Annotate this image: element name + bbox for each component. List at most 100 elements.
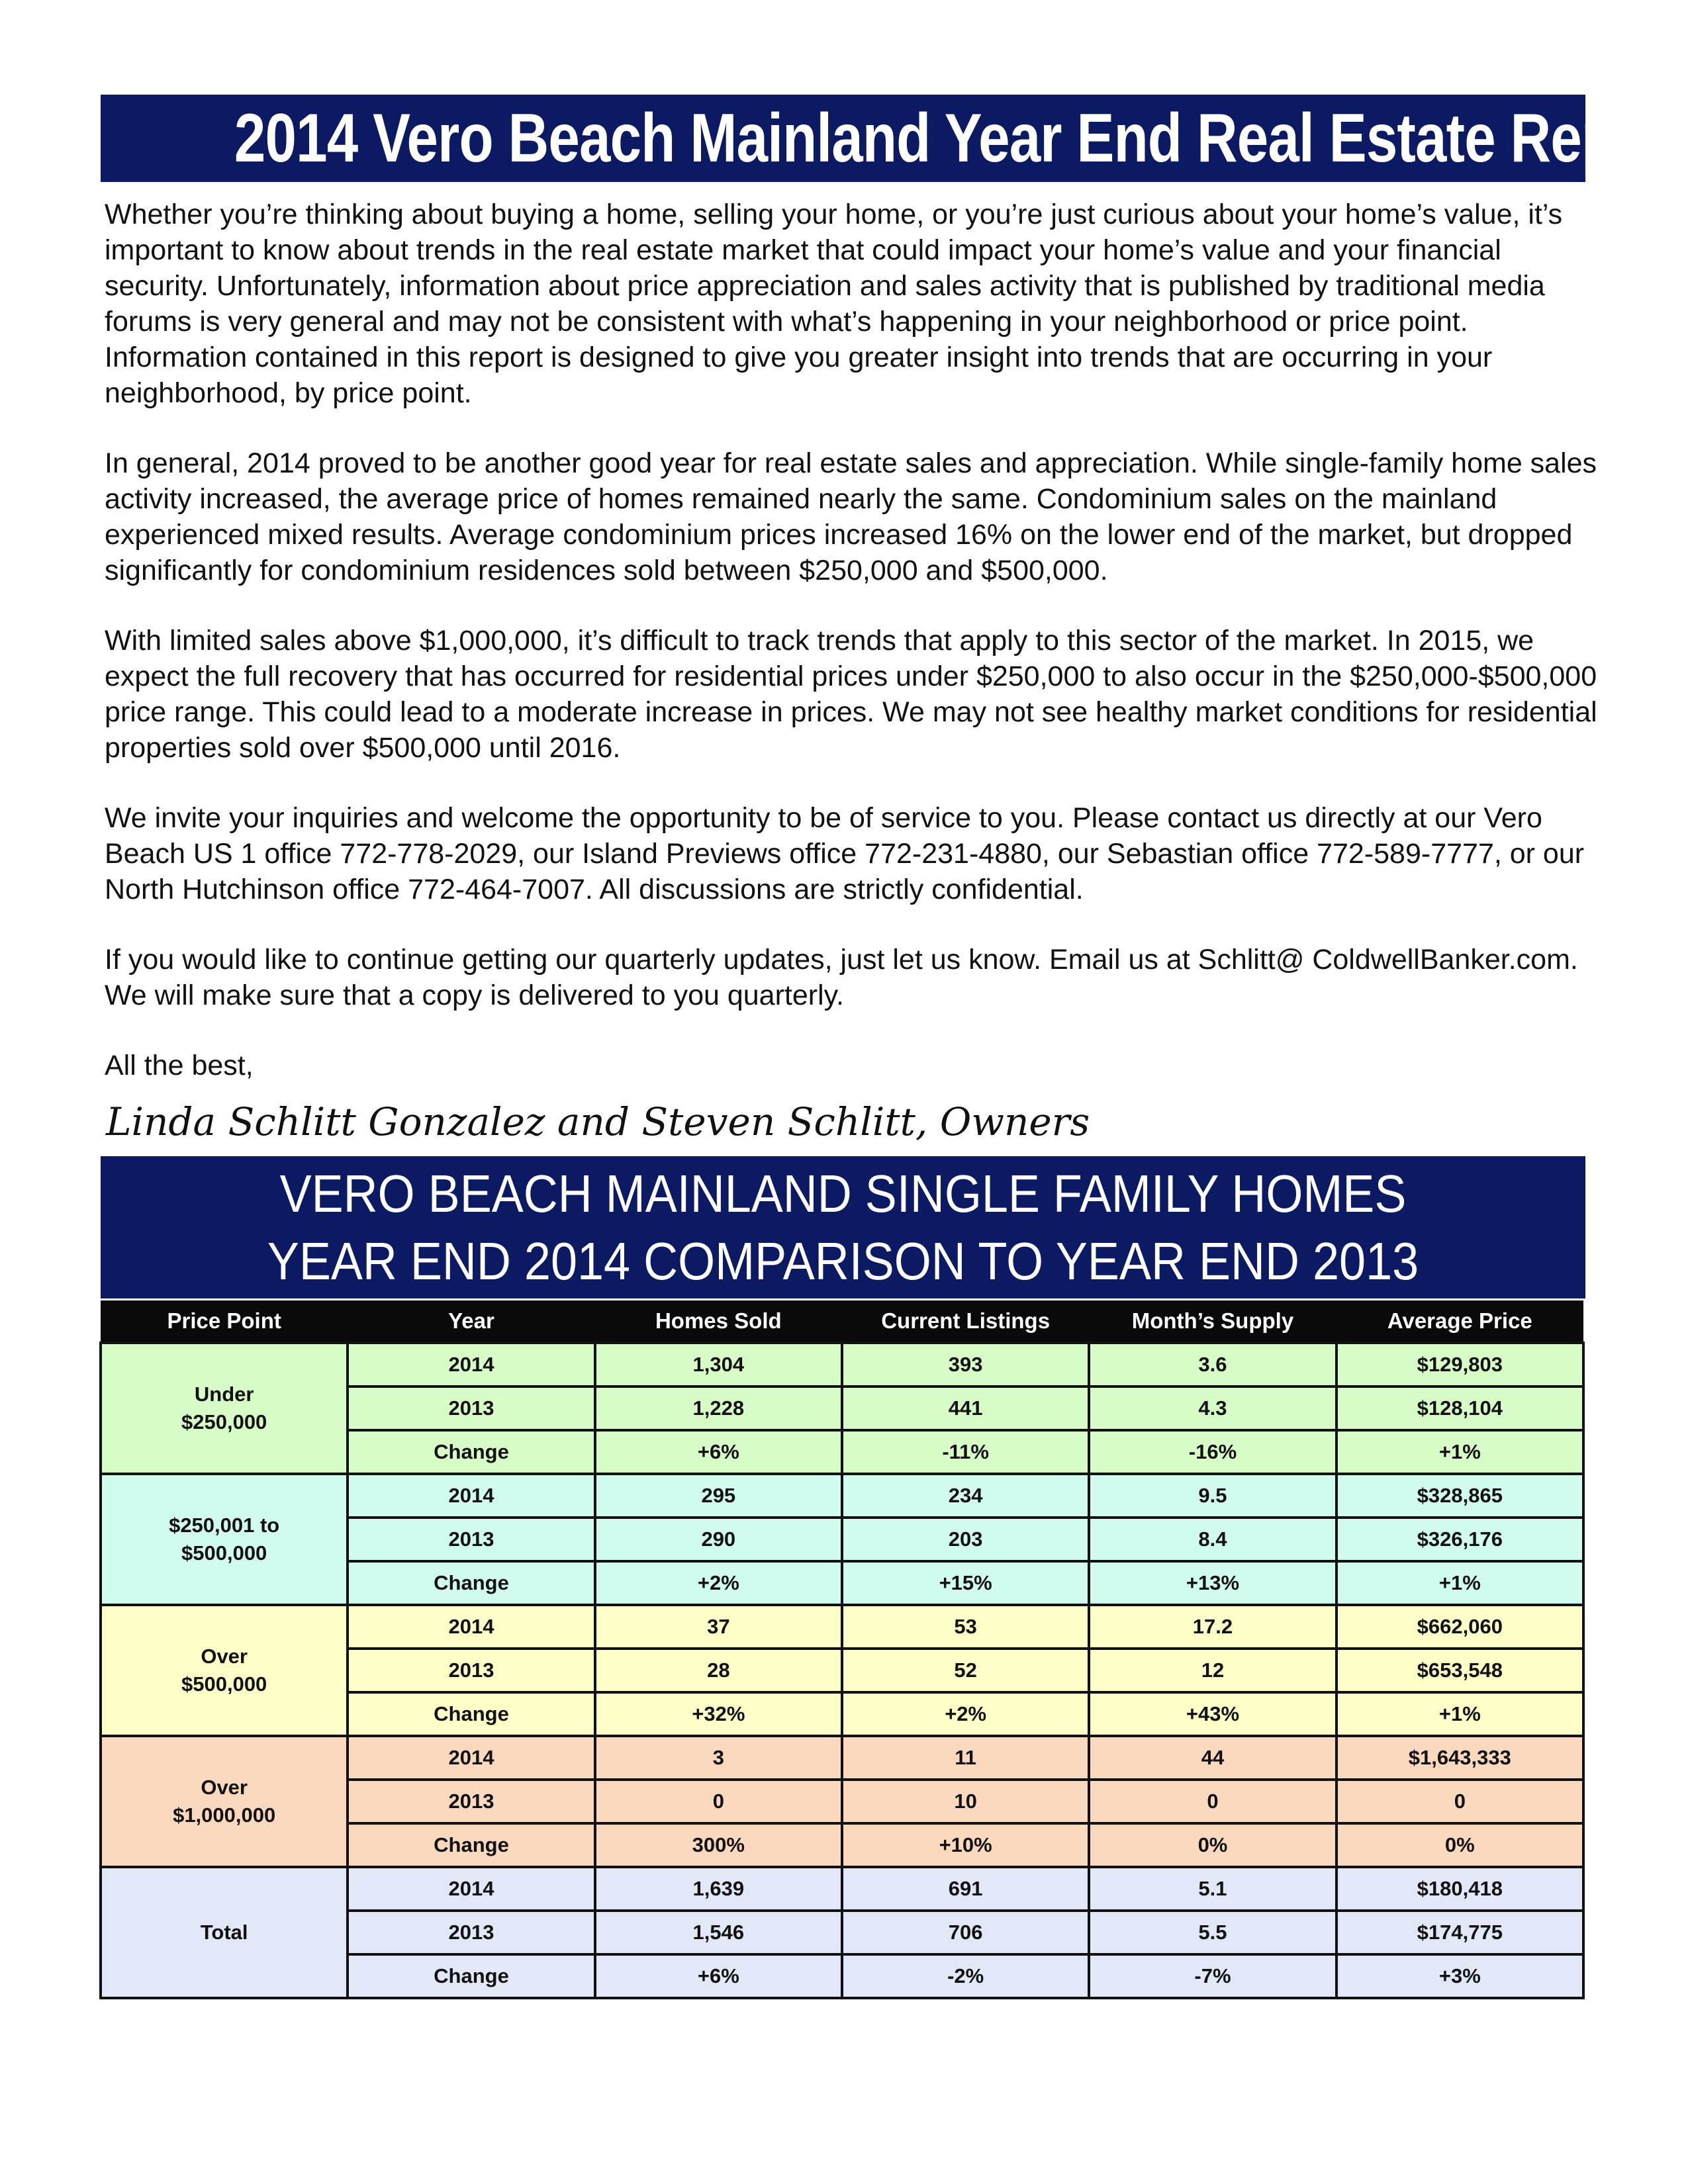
- table-cell: 37: [593, 1604, 843, 1650]
- table-cell: 2014: [346, 1604, 596, 1650]
- table-cell: 2014: [346, 1866, 596, 1912]
- table-row: Change +6% -11% -16% +1%: [101, 1429, 1585, 1475]
- table-cell: Change: [346, 1429, 596, 1475]
- paragraph: In general, 2014 proved to be another go…: [105, 447, 1597, 586]
- table-cell: 2013: [346, 1385, 596, 1432]
- report-title-banner: 2014 Vero Beach Mainland Year End Real E…: [101, 95, 1688, 182]
- price-point-cell: Over $1,000,000: [99, 1735, 350, 1868]
- price-point-cell: $250,001 to $500,000: [99, 1473, 350, 1606]
- paragraph: With limited sales above $1,000,000, it’…: [105, 625, 1597, 764]
- table-cell: $662,060: [1335, 1604, 1585, 1650]
- table-cell: 1,639: [593, 1866, 843, 1912]
- table-cell: 4.3: [1088, 1385, 1338, 1432]
- price-point-cell: Total: [99, 1866, 350, 1999]
- table-cell: $129,803: [1335, 1342, 1585, 1388]
- price-point-label: $250,001 to: [169, 1514, 280, 1537]
- price-point-label: Over: [201, 1645, 248, 1668]
- table-cell: 2013: [346, 1778, 596, 1825]
- table-cell: 0: [593, 1778, 843, 1825]
- table-row: 2013 28 52 12 $653,548: [101, 1647, 1585, 1694]
- table-cell: +2%: [593, 1560, 843, 1606]
- table-cell: 17.2: [1088, 1604, 1338, 1650]
- table-cell: +43%: [1088, 1691, 1338, 1737]
- paragraph: We invite your inquiries and welcome the…: [105, 802, 1585, 905]
- price-point-label: $500,000: [181, 1541, 267, 1565]
- column-header: Price Point: [101, 1300, 348, 1343]
- table-cell: 28: [593, 1647, 843, 1694]
- table-cell: 10: [840, 1778, 1091, 1825]
- table-cell: 12: [1088, 1647, 1338, 1694]
- table-cell: 5.5: [1088, 1909, 1338, 1956]
- table-cell: 2014: [346, 1735, 596, 1781]
- column-header: Month’s Supply: [1089, 1300, 1336, 1343]
- table-cell: 295: [593, 1473, 843, 1519]
- table-cell: -2%: [840, 1953, 1091, 1999]
- table-row: Change +32% +2% +43% +1%: [101, 1691, 1585, 1737]
- table-cell: +1%: [1335, 1429, 1585, 1475]
- table-row: $250,001 to $500,000 2014 295 234 9.5 $328,865: [99, 1473, 1585, 1606]
- table-cell: +6%: [593, 1953, 843, 1999]
- table-cell: -16%: [1088, 1429, 1338, 1475]
- price-point-label: Over: [201, 1776, 248, 1799]
- table-cell: 2013: [346, 1647, 596, 1694]
- table-cell: 2013: [346, 1909, 596, 1956]
- table-cell: 1,228: [593, 1385, 843, 1432]
- table-cell: 0%: [1335, 1822, 1585, 1868]
- table-row: 2013 290 203 8.4 $326,176: [101, 1516, 1585, 1563]
- table-cell: +32%: [593, 1691, 843, 1737]
- price-point-label: Under: [194, 1383, 254, 1406]
- table-row: Under $250,000 2014 1,304 393 3.6 $129,803: [99, 1342, 1585, 1475]
- table-cell: $326,176: [1335, 1516, 1585, 1563]
- table-row: Change +6% -2% -7% +3%: [101, 1953, 1585, 1999]
- table-cell: +2%: [840, 1691, 1091, 1737]
- price-point-label: $500,000: [181, 1672, 267, 1696]
- table-row: Change +2% +15% +13% +1%: [101, 1560, 1585, 1606]
- table-cell: 691: [840, 1866, 1091, 1912]
- table-cell: +3%: [1335, 1953, 1585, 1999]
- table-row: 2013 1,228 441 4.3 $128,104: [101, 1385, 1585, 1432]
- report-page: 2014 Vero Beach Mainland Year End Real E…: [99, 95, 1688, 1999]
- letter-body: Whether you’re thinking about buying a h…: [105, 197, 1601, 1083]
- table-cell: 1,304: [593, 1342, 843, 1388]
- table-title-line: VERO BEACH MAINLAND SINGLE FAMILY HOMES: [279, 1164, 1407, 1223]
- price-point-label: $250,000: [181, 1410, 267, 1433]
- price-point-label: $1,000,000: [173, 1803, 276, 1827]
- table-cell: 2014: [346, 1342, 596, 1388]
- table-row: Change 300% +10% 0% 0%: [101, 1822, 1585, 1868]
- table-cell: Change: [346, 1560, 596, 1606]
- table-cell: $174,775: [1335, 1909, 1585, 1956]
- table-cell: $180,418: [1335, 1866, 1585, 1912]
- column-header: Average Price: [1336, 1300, 1583, 1343]
- table-cell: 203: [840, 1516, 1091, 1563]
- table-cell: Change: [346, 1691, 596, 1737]
- table-row: Over $500,000 2014 37 53 17.2 $662,060: [99, 1604, 1585, 1737]
- table-cell: 53: [840, 1604, 1091, 1650]
- table-cell: +6%: [593, 1429, 843, 1475]
- table-cell: +1%: [1335, 1560, 1585, 1606]
- table-cell: 0%: [1088, 1822, 1338, 1868]
- column-header: Year: [348, 1300, 595, 1343]
- table-cell: 234: [840, 1473, 1091, 1519]
- table-cell: 3: [593, 1735, 843, 1781]
- price-point-label: Total: [200, 1921, 248, 1944]
- column-header: Homes Sold: [594, 1300, 842, 1343]
- column-header: Current Listings: [841, 1300, 1090, 1343]
- table-cell: 706: [840, 1909, 1091, 1956]
- header-row: Price Point Year Homes Sold Current Listing…: [101, 1300, 1583, 1343]
- table-cell: $128,104: [1335, 1385, 1585, 1432]
- table-row: 2013 0 10 0 0: [101, 1778, 1585, 1825]
- table-cell: 300%: [593, 1822, 843, 1868]
- signature: Linda Schlitt Gonzalez and Steven Schlit…: [106, 1099, 1090, 1144]
- paragraph: Whether you’re thinking about buying a h…: [105, 199, 1563, 409]
- table-cell: 5.1: [1088, 1866, 1338, 1912]
- table-cell: $1,643,333: [1335, 1735, 1585, 1781]
- table-cell: 0: [1088, 1778, 1338, 1825]
- comparison-table: Price Point Year Homes Sold Current Listing…: [99, 1300, 1585, 1999]
- table-cell: +1%: [1335, 1691, 1585, 1737]
- closing: All the best,: [105, 1050, 254, 1081]
- table-row: Total 2014 1,639 691 5.1 $180,418: [99, 1866, 1585, 1999]
- table-cell: 8.4: [1088, 1516, 1338, 1563]
- table-cell: 290: [593, 1516, 843, 1563]
- table-cell: Change: [346, 1953, 596, 1999]
- table-row: Over $1,000,000 2014 3 11 44 $1,643,333: [99, 1735, 1585, 1868]
